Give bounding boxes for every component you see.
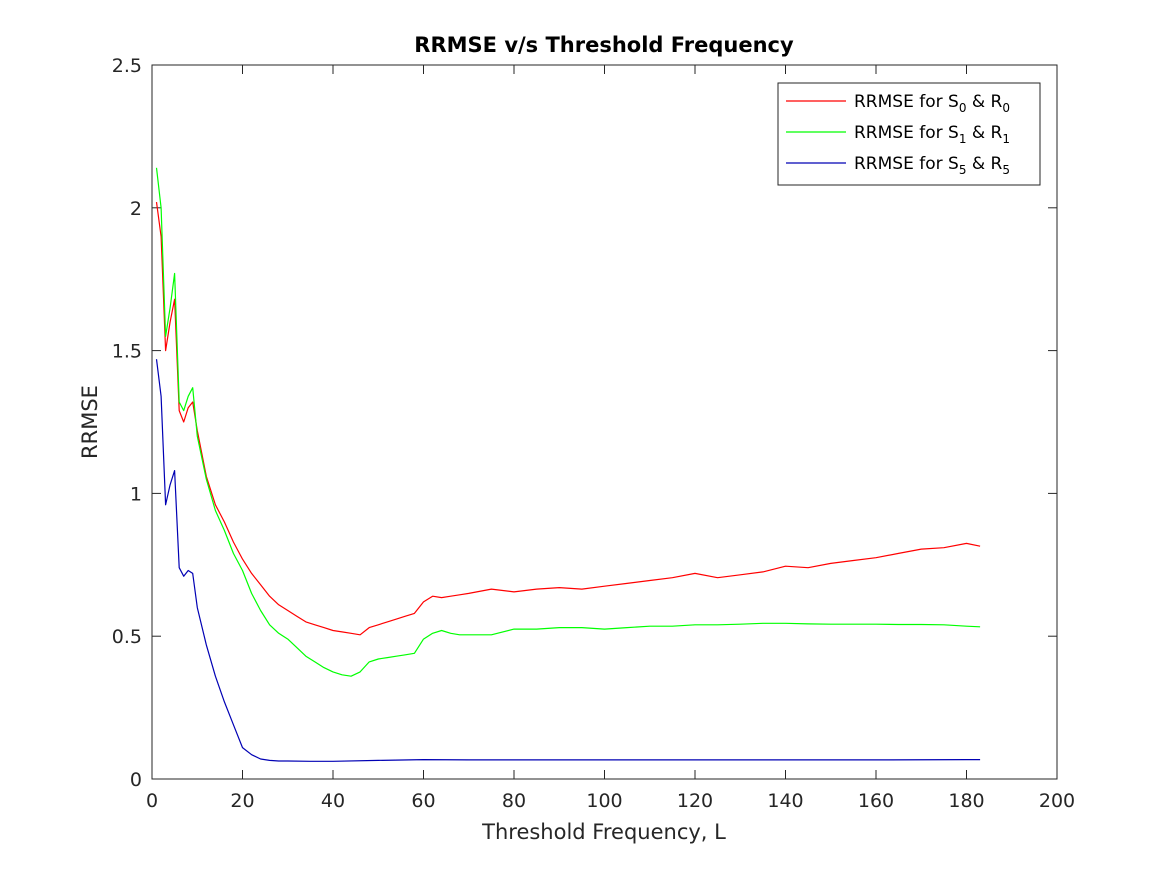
x-tick-label: 40 [321, 790, 345, 812]
x-tick-label: 180 [948, 790, 984, 812]
legend-subscript: 1 [959, 132, 967, 146]
legend-subscript: 1 [1002, 132, 1010, 146]
series-line-1 [155, 167, 981, 677]
series-line-2 [155, 359, 981, 762]
y-tick-label: 1.5 [112, 341, 142, 363]
legend-label-2: RRMSE for S5 & R5 [854, 154, 1010, 177]
series-line-0 [155, 202, 981, 636]
y-tick-label: 0 [130, 769, 142, 791]
legend-subscript: 5 [1002, 163, 1010, 177]
x-tick-label: 100 [586, 790, 622, 812]
legend-text-part: RRMSE for S [854, 154, 959, 174]
x-tick-label: 140 [767, 790, 803, 812]
y-tick-label: 0.5 [112, 626, 142, 648]
x-axis-ticks: 0 20 40 60 80 100 120 140 160 180 200 [146, 65, 1075, 812]
legend-text-part: & R [966, 92, 1002, 112]
chart-title: RRMSE v/s Threshold Frequency [414, 33, 794, 57]
legend-label-1: RRMSE for S1 & R1 [854, 123, 1010, 146]
y-axis-ticks: 0 0.5 1 1.5 2 2.5 [112, 55, 1057, 791]
y-tick-label: 1 [130, 483, 142, 505]
legend-subscript: 0 [959, 101, 967, 115]
legend-text-part: & R [966, 154, 1002, 174]
legend-subscript: 5 [959, 163, 967, 177]
x-tick-label: 80 [502, 790, 526, 812]
series-lines [155, 167, 981, 762]
legend-label-0: RRMSE for S0 & R0 [854, 92, 1010, 115]
x-tick-label: 0 [146, 790, 158, 812]
x-tick-label: 200 [1039, 790, 1075, 812]
x-tick-label: 120 [677, 790, 713, 812]
x-axis-label: Threshold Frequency, L [481, 820, 726, 844]
y-tick-label: 2.5 [112, 55, 142, 77]
y-tick-label: 2 [130, 198, 142, 220]
y-axis-label: RRMSE [78, 385, 102, 459]
x-tick-label: 20 [230, 790, 254, 812]
x-tick-label: 160 [858, 790, 894, 812]
legend-text-part: & R [966, 123, 1002, 143]
legend-subscript: 0 [1002, 101, 1010, 115]
legend-text-part: RRMSE for S [854, 92, 959, 112]
x-tick-label: 60 [411, 790, 435, 812]
legend-text-part: RRMSE for S [854, 123, 959, 143]
legend-box [777, 82, 1041, 186]
